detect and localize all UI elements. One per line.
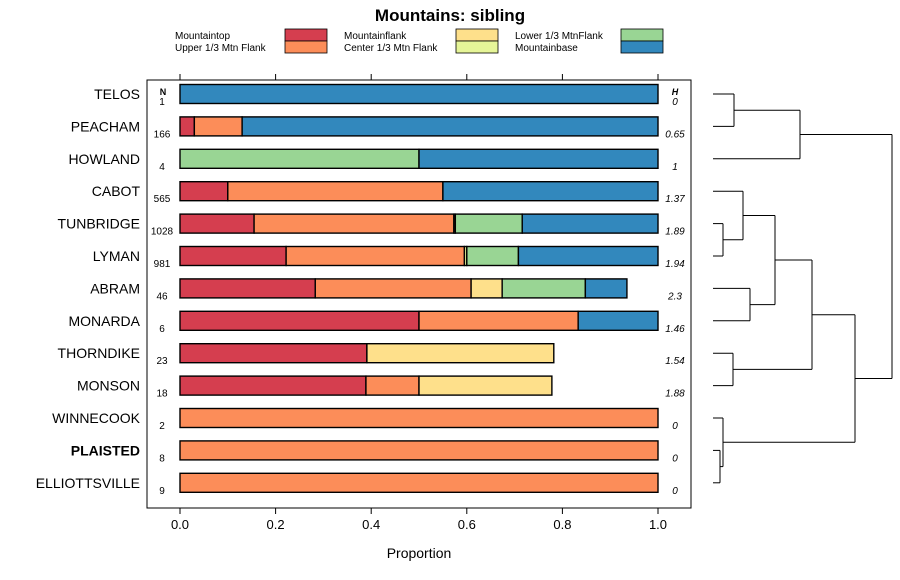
- bar-segment: [179, 343, 368, 364]
- bar-segment: [179, 310, 420, 331]
- bar-segment: [418, 148, 659, 170]
- category-label: ELLIOTTSVILLE: [36, 475, 140, 491]
- bar-segment: [314, 278, 472, 299]
- bar-segment: [365, 375, 420, 396]
- h-value: 1.88: [665, 389, 685, 400]
- category-label: PLAISTED: [71, 442, 140, 458]
- legend-label: Center 1/3 Mtn Flank: [344, 43, 438, 54]
- x-tick-label: 0.0: [171, 517, 189, 532]
- n-value: 2: [159, 421, 165, 432]
- bar-segment: [179, 245, 287, 267]
- n-value: 9: [159, 486, 165, 497]
- n-value: 18: [156, 389, 168, 400]
- x-tick-label: 0.8: [553, 517, 571, 532]
- n-value: 166: [154, 129, 171, 140]
- bar-segment: [179, 148, 420, 170]
- bar-segment: [179, 278, 316, 299]
- legend-swatch: [455, 28, 499, 42]
- bar-segment: [241, 116, 659, 137]
- legend-label: Upper 1/3 Mtn Flank: [175, 43, 267, 54]
- bar-segment: [577, 310, 659, 331]
- category-label: LYMAN: [93, 248, 140, 264]
- legend-swatch: [284, 28, 328, 42]
- h-value: 1.37: [665, 194, 685, 205]
- h-value: 0: [672, 97, 678, 108]
- legend-swatch: [620, 40, 664, 54]
- legend-label: Mountaintop: [175, 31, 230, 42]
- x-tick-label: 0.6: [458, 517, 476, 532]
- h-value: 1.94: [665, 259, 685, 270]
- category-label: THORNDIKE: [58, 345, 140, 361]
- legend-label: Lower 1/3 MtnFlank: [515, 31, 604, 42]
- category-label: HOWLAND: [68, 151, 140, 167]
- bar-segment: [253, 213, 455, 234]
- category-label: MONARDA: [68, 313, 140, 329]
- x-tick-label: 1.0: [649, 517, 667, 532]
- legend-swatch: [620, 28, 664, 42]
- legend-swatch: [284, 40, 328, 54]
- category-label: TELOS: [94, 86, 140, 102]
- n-header: N: [160, 87, 167, 97]
- h-value: 1: [672, 162, 678, 173]
- n-value: 6: [159, 324, 165, 335]
- dendrogram: [713, 93, 893, 484]
- h-value: 1.54: [665, 356, 685, 367]
- bar-segment: [442, 180, 659, 202]
- bar-segment: [193, 116, 243, 137]
- bar-segment: [227, 180, 444, 202]
- category-label: WINNECOOK: [52, 410, 141, 426]
- category-label: PEACHAM: [71, 118, 140, 134]
- legend-label: Mountainbase: [515, 43, 578, 54]
- n-value: 565: [154, 194, 171, 205]
- bar-segment: [179, 180, 229, 202]
- n-value: 46: [156, 291, 168, 302]
- bar-segment: [501, 278, 587, 299]
- x-axis-label: Proportion: [387, 545, 452, 561]
- h-value: 0: [672, 486, 678, 497]
- h-value: 1.89: [665, 227, 685, 238]
- bar-segment: [521, 213, 659, 234]
- bar-segment: [179, 375, 367, 396]
- n-value: 981: [154, 259, 171, 270]
- h-value: 0.65: [665, 129, 685, 140]
- bar-segment: [179, 213, 255, 234]
- bar-segment: [418, 375, 553, 396]
- bar-segment: [584, 278, 628, 299]
- h-value: 1.46: [665, 324, 685, 335]
- n-value: 4: [159, 162, 165, 173]
- x-tick-label: 0.2: [267, 517, 285, 532]
- bar-segment: [454, 213, 523, 234]
- bar-segment: [179, 440, 659, 461]
- bar-segment: [366, 343, 555, 364]
- category-label: TUNBRIDGE: [58, 216, 140, 232]
- h-header: H: [672, 87, 679, 97]
- bar-segment: [466, 245, 520, 267]
- category-label: ABRAM: [90, 280, 140, 296]
- n-value: 23: [156, 356, 168, 367]
- n-value: 1: [159, 97, 165, 108]
- bar-segment: [418, 310, 579, 331]
- bar-segment: [517, 245, 659, 267]
- bar-segment: [470, 278, 503, 299]
- bar-segment: [179, 83, 659, 105]
- legend-swatch: [455, 40, 499, 54]
- legend-label: Mountainflank: [344, 31, 407, 42]
- h-value: 0: [672, 453, 678, 464]
- h-value: 0: [672, 421, 678, 432]
- x-tick-label: 0.4: [362, 517, 380, 532]
- bar-segment: [179, 407, 659, 429]
- n-value: 1028: [151, 227, 174, 238]
- bar-segment: [179, 472, 659, 493]
- category-label: MONSON: [77, 378, 140, 394]
- h-value: 2.3: [667, 291, 682, 302]
- chart-title: Mountains: sibling: [375, 6, 525, 25]
- n-value: 8: [159, 453, 165, 464]
- plot-area: 0.0 0.2 0.4 0.6 0.8 1.0 N H TELOS 1 0 PEACHAM 166 0.6…: [36, 74, 692, 532]
- bar-segment: [179, 116, 196, 137]
- plot-frame: [146, 79, 692, 509]
- bar-segment: [285, 245, 466, 267]
- category-label: CABOT: [92, 183, 141, 199]
